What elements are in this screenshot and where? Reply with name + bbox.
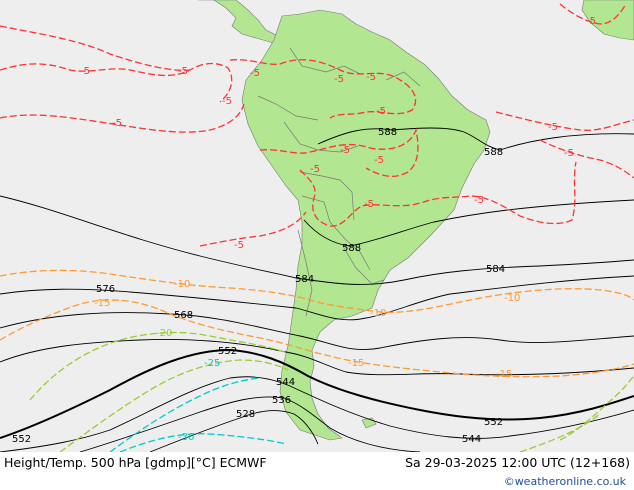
temp-contour-minus30-b (109, 377, 261, 452)
temperature-label: -5 (366, 72, 376, 83)
temperature-label: -20 (156, 328, 172, 339)
temperature-label: -5 (548, 122, 558, 133)
temperature-label: -5 (364, 199, 374, 210)
temperature-label: -5 (374, 155, 384, 166)
temp-contour-minus20-east (559, 375, 634, 441)
temperature-label: -25 (204, 358, 220, 369)
temperature-label: -15 (94, 298, 110, 309)
height-contour-584 (0, 195, 634, 285)
temperature-label: -5 (80, 66, 90, 77)
temp-contour-minus5-bolivia (299, 161, 577, 227)
temperature-label: -10 (370, 308, 386, 319)
country-borders (257, 47, 421, 317)
height-label-layer: 588 588 588 584 584 576 568 552 552 552 … (12, 127, 505, 445)
credit-link[interactable]: ©weatheronline.co.uk (503, 475, 626, 488)
height-contour-552 (0, 348, 634, 439)
height-label: 536 (272, 395, 291, 406)
temp-contour-minus5-africa (559, 3, 627, 25)
temperature-label: -5 (564, 148, 574, 159)
height-label: 552 (218, 346, 237, 357)
height-label: 544 (276, 377, 295, 388)
height-label: 584 (295, 274, 314, 285)
height-label: 588 (484, 147, 503, 158)
temp-contour-minus10 (0, 269, 634, 313)
temperature-label: -5 (376, 106, 386, 117)
height-label: 552 (12, 434, 31, 445)
central-america-landmass (198, 0, 283, 47)
temperature-label: -5 (310, 164, 320, 175)
height-label: 544 (462, 434, 481, 445)
temperature-label: -5 (234, 240, 244, 251)
temperature-label: -10 (504, 293, 520, 304)
map-canvas: 588 588 588 584 584 576 568 552 552 552 … (0, 0, 634, 452)
temp-contour-minus5-central (259, 127, 419, 178)
height-contour-588-south (303, 199, 634, 247)
africa-landmass (581, 0, 634, 41)
height-contour-568 (0, 312, 634, 351)
temperature-label: -5 (340, 145, 350, 156)
height-contour-588-north (317, 127, 634, 151)
temperature-label: -5 (178, 66, 188, 77)
temp-contour-minus5-atlantic (495, 111, 634, 131)
temp-contour-minus25-east (519, 413, 601, 452)
height-label: 528 (236, 409, 255, 420)
temp-contour-minus5-chile (199, 211, 307, 247)
height-label: 552 (484, 417, 503, 428)
temperature-label: -5 (112, 118, 122, 129)
map-title: Height/Temp. 500 hPa [gdmp][°C] ECMWF (4, 455, 267, 470)
temperature-label: -5 (250, 68, 260, 79)
height-label: 588 (342, 243, 361, 254)
height-contours (0, 127, 634, 452)
temp-contour-minus30 (119, 433, 287, 452)
temp-contour-minus5-north (0, 25, 191, 71)
height-contour-536 (79, 396, 421, 452)
height-contour-560 (0, 339, 634, 376)
height-label: 576 (96, 284, 115, 295)
map-footer: Height/Temp. 500 hPa [gdmp][°C] ECMWF Sa… (0, 452, 634, 490)
temperature-label: -15 (496, 369, 512, 380)
temperature-label: -5 (334, 74, 344, 85)
temperature-label: -10 (174, 279, 190, 290)
temp-contour-minus15 (0, 299, 634, 378)
temperature-contours (0, 3, 634, 452)
temperature-label: -15 (348, 358, 364, 369)
temp-contour-minus20 (29, 331, 291, 401)
temp-contour-minus5-amazon (229, 59, 417, 119)
temperature-label: -30 (178, 432, 194, 443)
temp-contour-minus5-atlantic-2 (539, 139, 634, 179)
height-contour-576 (0, 275, 634, 321)
height-contour-544 (0, 376, 634, 452)
height-label: 568 (174, 310, 193, 321)
temperature-label: -5 (222, 96, 232, 107)
height-contour-528 (149, 410, 319, 452)
height-label: 584 (486, 264, 505, 275)
height-label: 588 (378, 127, 397, 138)
temperature-label-layer: -5 -5 -5 -5 -5 -5 -5 -5 -5 -5 -5 -5 -5 -… (80, 16, 596, 443)
temperature-label: -5 (586, 16, 596, 27)
temp-contour-minus5-pacific (0, 62, 233, 103)
forecast-datetime: Sa 29-03-2025 12:00 UTC (12+168) (405, 455, 630, 470)
temperature-label: -5 (474, 195, 484, 206)
temp-contour-minus25 (59, 359, 289, 452)
temp-contour-minus5-pacific-2 (0, 103, 245, 133)
